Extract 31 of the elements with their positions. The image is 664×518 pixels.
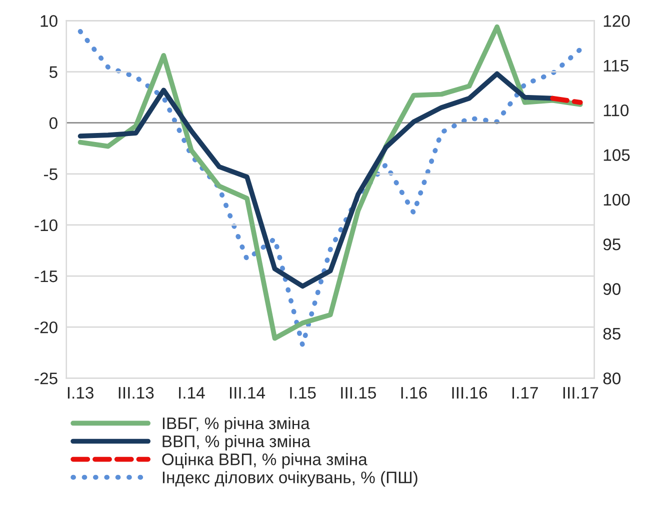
y2-tick-label: 120 bbox=[604, 15, 630, 27]
legend-label: ІВБГ, % річна зміна bbox=[162, 416, 310, 433]
x-tick-label: III.13 bbox=[118, 386, 154, 399]
x-tick-label: III.17 bbox=[563, 387, 598, 399]
legend-label: ВВП, % річна зміна bbox=[162, 435, 310, 451]
y-tick-label: -25 bbox=[34, 372, 58, 384]
legend-label: Оцінка ВВП, % річна зміна bbox=[162, 453, 368, 469]
y-tick-label: -10 bbox=[34, 219, 58, 232]
x-tick-label: III.16 bbox=[452, 386, 488, 399]
y2-tick-label: 95 bbox=[603, 238, 620, 250]
y2-tick-label: 85 bbox=[603, 328, 620, 340]
y2-tick-label: 115 bbox=[604, 60, 628, 72]
y-tick-label: 10 bbox=[40, 15, 58, 27]
x-tick-label: I.16 bbox=[401, 386, 427, 399]
x-tick-label: I.15 bbox=[290, 387, 316, 399]
y2-tick-label: 100 bbox=[604, 194, 630, 206]
x-tick-label: I.13 bbox=[68, 386, 94, 399]
y2-tick-label: 110 bbox=[604, 104, 629, 116]
x-tick-label: III.15 bbox=[341, 387, 376, 399]
x-tick-label: III.14 bbox=[230, 387, 266, 399]
y2-tick-label: 80 bbox=[603, 372, 620, 384]
legend-label: Індекс ділових очікувань, % (ПШ) bbox=[162, 471, 418, 487]
y-tick-label: 0 bbox=[49, 117, 58, 130]
y-tick-label: -20 bbox=[34, 321, 58, 334]
y2-tick-label: 90 bbox=[603, 283, 620, 295]
y2-tick-label: 105 bbox=[604, 149, 630, 161]
y-tick-label: -15 bbox=[34, 270, 58, 282]
x-tick-label: I.14 bbox=[179, 387, 205, 399]
x-tick-label: I.17 bbox=[512, 387, 538, 399]
y-tick-label: 5 bbox=[49, 66, 58, 78]
y-tick-label: -5 bbox=[44, 168, 58, 180]
